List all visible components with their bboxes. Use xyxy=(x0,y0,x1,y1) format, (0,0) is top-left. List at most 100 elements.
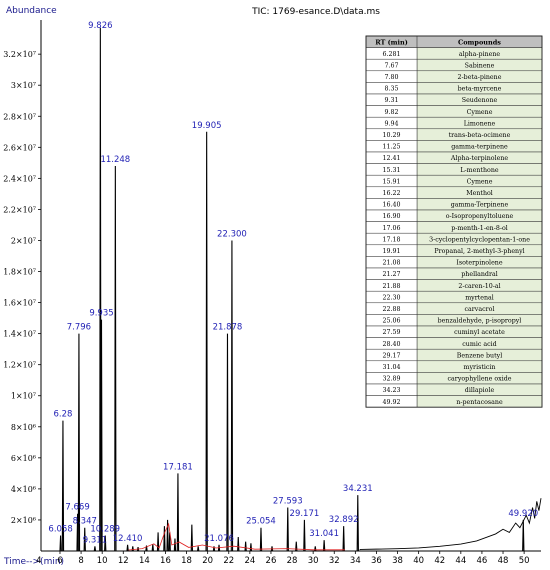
minor-peak xyxy=(314,546,317,552)
minor-peak xyxy=(190,524,194,552)
y-tick-label: 1.6×10⁷ xyxy=(3,299,36,308)
x-tick-label: 28 xyxy=(287,556,298,566)
peak-label: 31.041 xyxy=(309,529,339,539)
x-tick-label: 44 xyxy=(455,556,466,566)
table-row-rt: 15.91 xyxy=(382,178,400,185)
table-row-compound: trans-beta-ocimene xyxy=(449,132,511,139)
x-tick-label: 32 xyxy=(329,556,340,566)
table-row-rt: 32.89 xyxy=(382,376,400,383)
table-row-rt: 17.06 xyxy=(382,225,400,232)
peak-label: 7.796 xyxy=(67,323,91,333)
table-row-rt: 25.06 xyxy=(382,318,400,325)
peak-label: 11.248 xyxy=(100,155,130,165)
major-peak xyxy=(61,420,65,552)
major-peak xyxy=(226,333,229,552)
table-row-rt: 10.29 xyxy=(382,132,400,139)
table-row-rt: 31.04 xyxy=(382,364,400,371)
chart-title: TIC: 1769-esance.D\data.ms xyxy=(251,7,380,17)
table-row-compound: Seudenone xyxy=(462,97,498,104)
peak-label: 6.28 xyxy=(53,410,72,420)
major-peak xyxy=(126,544,129,552)
y-tick-label: 2×10⁷ xyxy=(11,236,36,245)
x-tick-label: 48 xyxy=(498,556,509,566)
peak-label: 49.920 xyxy=(508,509,538,519)
peak-label: 12.410 xyxy=(113,534,143,544)
table-row-compound: Cymene xyxy=(467,109,493,116)
peak-label: 9.826 xyxy=(88,21,112,31)
table-row-rt: 17.18 xyxy=(382,236,400,243)
traces xyxy=(59,27,542,552)
table-row-rt: 9.94 xyxy=(384,120,398,127)
x-tick-label: 26 xyxy=(266,556,277,566)
y-tick-label: 1.8×10⁷ xyxy=(3,268,36,277)
x-tick-label: 6 xyxy=(57,556,62,566)
table-row-rt: 27.59 xyxy=(382,329,400,336)
table-row-compound: cumic acid xyxy=(462,341,496,348)
table-row-rt: 6.281 xyxy=(382,51,400,58)
major-peak xyxy=(205,131,208,552)
major-peak xyxy=(114,165,117,552)
minor-peak xyxy=(136,547,140,552)
minor-peak xyxy=(131,546,134,552)
table-row-rt: 21.27 xyxy=(382,271,400,278)
peak-label: 32.892 xyxy=(329,515,359,525)
x-tick-label: 4 xyxy=(36,556,41,566)
table-header-rt: RT (min) xyxy=(375,38,408,46)
table-row-compound: 3-cyclopentylcyclopentan-1-one xyxy=(429,236,530,243)
table-row-compound: Cymene xyxy=(467,178,493,185)
table-row-rt: 16.40 xyxy=(382,202,400,209)
x-tick-label: 34 xyxy=(350,556,361,566)
table-row-rt: 16.22 xyxy=(382,190,400,197)
table-row-rt: 22.88 xyxy=(382,306,400,313)
y-tick-label: 8×10⁶ xyxy=(11,423,36,432)
table-row-compound: gamma-Terpinene xyxy=(451,202,509,209)
table-header-compound: Compounds xyxy=(458,38,501,46)
major-peak xyxy=(99,27,102,552)
peak-label: 21.878 xyxy=(213,323,243,333)
minor-peak xyxy=(249,543,253,552)
peak-label: 6.058 xyxy=(48,524,72,534)
table-row-compound: 2-caren-10-al xyxy=(458,283,500,290)
table-row-compound: gamma-terpinene xyxy=(451,144,508,151)
table-row-compound: Propanal, 2-methyl-3-phenyl xyxy=(434,248,524,255)
major-peak xyxy=(83,527,86,552)
minor-peak xyxy=(166,519,169,552)
x-axis-title: Time-->(min) xyxy=(3,557,64,567)
major-peak xyxy=(322,540,326,552)
table-row-compound: benzaldehyde, p-isopropyl xyxy=(438,318,522,325)
minor-peak xyxy=(163,526,166,552)
peak-label: 22.300 xyxy=(217,229,247,239)
major-peak xyxy=(77,333,81,552)
y-tick-label: 3×10⁷ xyxy=(11,81,36,90)
peak-label: 25.054 xyxy=(246,517,276,527)
table-row-rt: 34.23 xyxy=(382,387,400,394)
minor-peak xyxy=(151,543,154,552)
major-peak xyxy=(104,535,107,552)
x-tick-label: 24 xyxy=(244,556,255,566)
peak-label: 34.231 xyxy=(343,484,373,494)
peak-label: 9.935 xyxy=(89,309,113,319)
minor-peak xyxy=(156,532,160,552)
minor-peak xyxy=(244,541,247,552)
major-peak xyxy=(100,319,103,552)
table-row-compound: p-menth-1-en-8-ol xyxy=(451,225,508,232)
x-tick-label: 12 xyxy=(118,556,129,566)
table-row-compound: Menthol xyxy=(466,190,493,197)
peak-label: 10.289 xyxy=(90,524,120,534)
table-row-compound: Isoterpinolene xyxy=(456,260,502,267)
table-row-compound: carvacrol xyxy=(465,306,495,313)
minor-peak xyxy=(237,537,240,552)
peak-labels: 6.058 6.28 7.669 7.796 8.347 9.311 9.826 9.935 1… xyxy=(48,21,538,545)
table-row-compound: phellandral xyxy=(461,271,497,278)
axes xyxy=(40,20,541,552)
table-row-rt: 7.67 xyxy=(384,62,398,69)
table-row-compound: Alpha-terpinolene xyxy=(450,155,508,162)
table-row-rt: 16.90 xyxy=(382,213,400,220)
y-ticks: 2×10⁶ 4×10⁶ 6×10⁶ 8×10⁶ 1×10⁷ 1.2×10⁷ 1.4×10⁷ 1… xyxy=(3,50,41,525)
table-row-rt: 7.80 xyxy=(384,74,398,81)
table-row-rt: 49.92 xyxy=(382,399,400,406)
table-row-rt: 11.25 xyxy=(382,144,400,151)
table-row-compound: myristicin xyxy=(464,364,496,371)
table-row-rt: 15.31 xyxy=(382,167,400,174)
